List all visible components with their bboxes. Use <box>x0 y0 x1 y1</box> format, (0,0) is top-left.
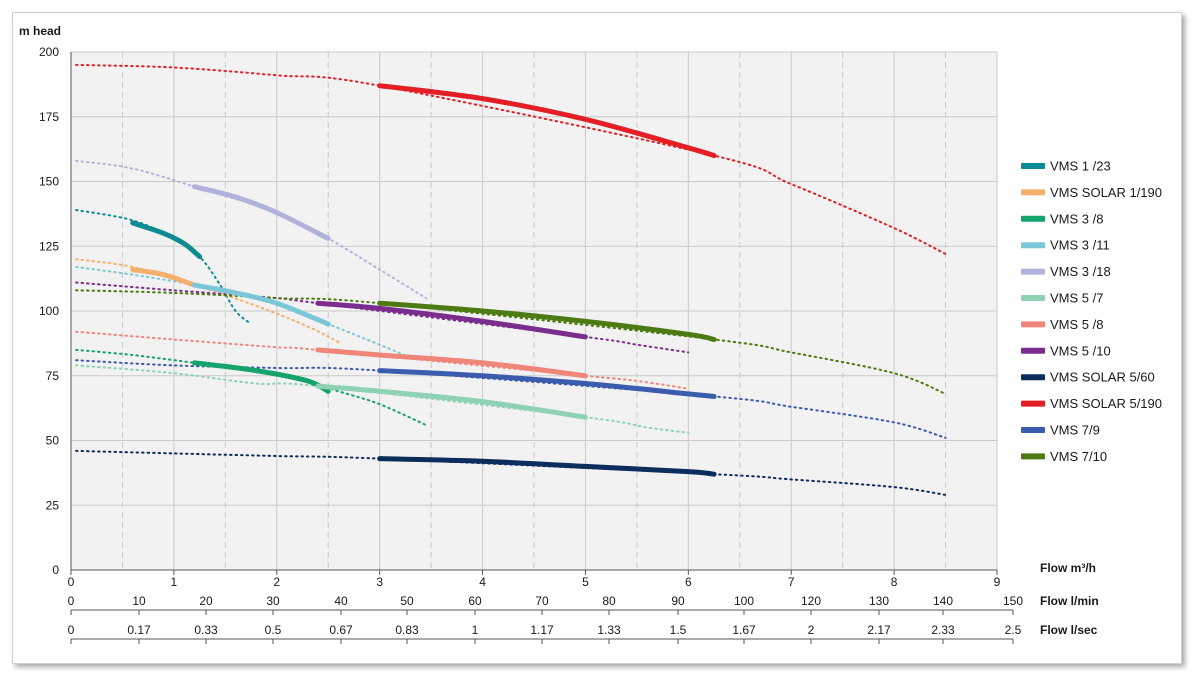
series-vms-5-8-line <box>315 347 588 379</box>
legend-label: VMS 5 /8 <box>1050 317 1103 332</box>
x-tick-label: 70 <box>535 594 549 608</box>
legend-swatch <box>1021 215 1045 222</box>
x-tick-label: 3 <box>376 575 383 589</box>
legend-label: VMS SOLAR 1/190 <box>1050 185 1162 200</box>
series-vms-solar-5-190-dotted <box>75 63 947 255</box>
x-tick-label: 0 <box>68 594 75 608</box>
x-tick-label: 1 <box>171 575 178 589</box>
x-tick-label: 0.5 <box>265 623 282 637</box>
series-vms-5-7-line <box>315 383 588 420</box>
chart-frame: 0 25 50 75 100 125 150 175 200 0 1 2 3 4 5 6 7 8 9 Flow m³… <box>12 12 1182 664</box>
x-tick-label: 0.83 <box>395 623 419 637</box>
x-axis-label: Flow l/sec <box>1040 623 1098 637</box>
x-tick-label: 140 <box>933 594 953 608</box>
legend-swatch <box>1021 242 1045 249</box>
x-tick-label: 2.33 <box>931 623 955 637</box>
series-vms-7-9-dotted <box>75 359 947 439</box>
y-tick-label: 100 <box>39 304 59 318</box>
series-vms-solar-1-190-dotted <box>75 258 340 344</box>
legend-swatch <box>1021 189 1045 196</box>
x-tick-label: 0.67 <box>329 623 353 637</box>
legend-label: VMS 3 /11 <box>1050 238 1110 253</box>
x-tick-label: 1.33 <box>597 623 621 637</box>
y-tick-label: 125 <box>39 239 59 253</box>
x-tick-label: 10 <box>132 594 146 608</box>
series-vms-7-10-dotted <box>75 289 947 395</box>
legend-label: VMS 3 /18 <box>1050 264 1111 279</box>
x-tick-label: 2.17 <box>867 623 891 637</box>
series-vms-1-23-line <box>130 220 203 260</box>
series-vms-solar-5-60-line <box>377 456 717 477</box>
series-vms-3-18-line <box>192 184 331 241</box>
x-tick-label: 8 <box>891 575 898 589</box>
x-tick-label: 60 <box>468 594 482 608</box>
legend-label: VMS 5 /10 <box>1050 343 1111 358</box>
legend-label: VMS SOLAR 5/190 <box>1050 396 1162 411</box>
x-axis-label: Flow l/min <box>1040 594 1099 608</box>
legend-label: VMS 3 /8 <box>1050 211 1103 226</box>
series-vms-solar-1-190-line <box>130 267 197 288</box>
legend-swatch <box>1021 374 1045 381</box>
x-tick-label: 7 <box>788 575 795 589</box>
x-tick-label: 1.5 <box>670 623 687 637</box>
y-tick-label: 75 <box>46 369 60 383</box>
series-vms-5-10-line <box>315 300 588 340</box>
x-tick-label: 80 <box>602 594 616 608</box>
y-tick-label: 175 <box>39 110 59 124</box>
y-tick-label: 200 <box>39 45 59 59</box>
x-tick-label: 1.17 <box>530 623 554 637</box>
x-tick-label: 150 <box>1003 594 1023 608</box>
series-vms-7-10-line <box>377 300 717 342</box>
x-tick-label: 9 <box>994 575 1001 589</box>
x-tick-label: 1 <box>472 623 479 637</box>
series-vms-7-9-line <box>377 368 717 399</box>
x-tick-label: 50 <box>400 594 414 608</box>
x-tick-label: 6 <box>685 575 692 589</box>
x-tick-label: 120 <box>801 594 821 608</box>
y-tick-label: 50 <box>46 434 60 448</box>
y-tick-label: 0 <box>52 563 59 577</box>
y-axis-label: m head <box>19 24 61 38</box>
legend-label: VMS 5 /7 <box>1050 291 1103 306</box>
x-tick-label: 5 <box>582 575 589 589</box>
x-tick-label: 90 <box>671 594 685 608</box>
x-tick-label: 30 <box>266 594 280 608</box>
legend-swatch <box>1021 163 1045 169</box>
x-tick-label: 0.33 <box>194 623 218 637</box>
y-tick-label: 25 <box>46 498 60 512</box>
y-tick-label: 150 <box>39 175 59 189</box>
legend-swatch <box>1021 453 1045 460</box>
x-tick-label: 2 <box>273 575 280 589</box>
x-tick-label: 1.67 <box>732 623 756 637</box>
legend-label: VMS SOLAR 5/60 <box>1050 370 1155 385</box>
series-vms-solar-5-190-line <box>377 83 717 159</box>
x-tick-label: 0 <box>68 575 75 589</box>
x-axis-label: Flow m³/h <box>1040 561 1096 575</box>
x-tick-label: 2.5 <box>1005 623 1022 637</box>
legend-swatch <box>1021 400 1045 407</box>
legend-swatch <box>1021 427 1045 433</box>
legend-swatch <box>1021 321 1045 328</box>
x-tick-label: 0 <box>68 623 75 637</box>
x-tick-label: 0.17 <box>127 623 151 637</box>
legend-label: VMS 7/10 <box>1050 449 1107 464</box>
x-tick-label: 2 <box>808 623 815 637</box>
x-tick-label: 40 <box>334 594 348 608</box>
legend-swatch <box>1021 347 1045 354</box>
legend-label: VMS 1 /23 <box>1050 159 1111 174</box>
series-vms-3-8-dotted <box>75 348 427 426</box>
legend-label: VMS 7/9 <box>1050 423 1100 438</box>
legend-swatch <box>1021 268 1045 275</box>
x-tick-label: 4 <box>479 575 486 589</box>
x-tick-label: 130 <box>869 594 889 608</box>
legend-swatch <box>1021 295 1045 301</box>
x-tick-label: 100 <box>734 594 754 608</box>
series-vms-3-11-line <box>192 282 331 327</box>
x-tick-label: 20 <box>199 594 213 608</box>
